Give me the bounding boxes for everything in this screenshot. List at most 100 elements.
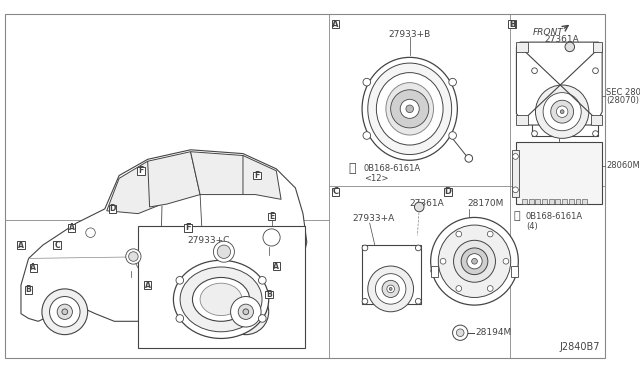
- Bar: [138, 226, 305, 348]
- Ellipse shape: [431, 261, 518, 280]
- Polygon shape: [191, 152, 255, 195]
- Text: B: B: [266, 290, 271, 299]
- Circle shape: [362, 298, 368, 304]
- Bar: [529, 199, 534, 204]
- Bar: [511, 266, 518, 278]
- Circle shape: [176, 276, 184, 284]
- Text: J2840B7: J2840B7: [560, 342, 600, 352]
- Bar: [542, 199, 547, 204]
- Text: 27933+A: 27933+A: [353, 214, 395, 222]
- Circle shape: [176, 315, 184, 322]
- Text: Ⓢ: Ⓢ: [513, 212, 520, 221]
- Circle shape: [217, 245, 230, 259]
- Circle shape: [513, 154, 518, 159]
- Text: A: A: [145, 280, 150, 289]
- Polygon shape: [107, 161, 162, 214]
- Circle shape: [456, 231, 461, 237]
- Text: D: D: [109, 204, 116, 214]
- Circle shape: [243, 309, 249, 315]
- Text: 27933: 27933: [536, 49, 565, 58]
- Text: F: F: [185, 224, 191, 232]
- Text: 27361A: 27361A: [410, 199, 444, 208]
- Circle shape: [461, 248, 488, 275]
- Circle shape: [532, 131, 538, 137]
- Circle shape: [415, 202, 424, 212]
- Ellipse shape: [173, 260, 269, 339]
- Bar: [265, 291, 273, 298]
- Bar: [332, 20, 339, 28]
- Circle shape: [263, 229, 280, 246]
- Circle shape: [363, 78, 371, 86]
- Circle shape: [126, 249, 141, 264]
- Ellipse shape: [200, 283, 242, 315]
- Circle shape: [431, 218, 518, 305]
- Circle shape: [363, 132, 371, 139]
- Polygon shape: [148, 152, 200, 207]
- Circle shape: [390, 90, 429, 128]
- Circle shape: [456, 286, 461, 291]
- Circle shape: [440, 259, 446, 264]
- Bar: [29, 264, 37, 272]
- Bar: [522, 199, 527, 204]
- Circle shape: [472, 259, 477, 264]
- Circle shape: [467, 254, 482, 269]
- Bar: [556, 199, 560, 204]
- Circle shape: [57, 304, 72, 320]
- Bar: [109, 205, 116, 213]
- Circle shape: [452, 325, 468, 340]
- Circle shape: [415, 245, 421, 251]
- Ellipse shape: [376, 73, 443, 145]
- Circle shape: [259, 276, 266, 284]
- Circle shape: [449, 132, 456, 139]
- Text: 0B168-6161A: 0B168-6161A: [364, 164, 421, 173]
- Circle shape: [565, 42, 575, 52]
- Circle shape: [129, 252, 138, 261]
- Circle shape: [362, 245, 368, 251]
- Bar: [25, 286, 33, 294]
- Polygon shape: [21, 150, 307, 321]
- Text: A: A: [68, 224, 74, 232]
- Bar: [268, 213, 275, 220]
- Circle shape: [456, 329, 464, 337]
- Bar: [137, 167, 145, 174]
- Circle shape: [551, 100, 573, 123]
- Text: 28060M: 28060M: [606, 161, 640, 170]
- Bar: [273, 262, 280, 270]
- Text: 27933+C: 27933+C: [188, 235, 230, 244]
- Circle shape: [465, 154, 472, 162]
- Circle shape: [449, 78, 456, 86]
- Bar: [431, 266, 438, 278]
- Bar: [532, 68, 598, 137]
- Bar: [68, 224, 76, 232]
- Circle shape: [62, 309, 68, 315]
- Circle shape: [230, 296, 261, 327]
- Bar: [516, 142, 602, 204]
- Text: 28194M: 28194M: [476, 328, 512, 337]
- Circle shape: [42, 289, 88, 335]
- Circle shape: [376, 274, 406, 304]
- Bar: [508, 20, 515, 28]
- Text: FRONT: FRONT: [532, 28, 563, 37]
- Bar: [144, 281, 152, 289]
- Bar: [593, 42, 602, 52]
- Polygon shape: [516, 42, 602, 125]
- Bar: [516, 42, 528, 52]
- Ellipse shape: [193, 278, 250, 321]
- Text: 27933+B: 27933+B: [388, 30, 431, 39]
- Text: A: A: [31, 263, 36, 272]
- Text: (28070): (28070): [606, 96, 639, 105]
- Bar: [562, 199, 567, 204]
- Circle shape: [238, 304, 253, 320]
- Text: C: C: [54, 241, 60, 250]
- Polygon shape: [243, 155, 281, 199]
- Bar: [591, 115, 602, 125]
- Ellipse shape: [386, 83, 433, 135]
- Text: 28170M: 28170M: [467, 199, 503, 208]
- Bar: [509, 20, 516, 28]
- Bar: [17, 241, 25, 249]
- Circle shape: [223, 289, 269, 335]
- Circle shape: [415, 298, 421, 304]
- Text: A: A: [332, 19, 339, 29]
- Bar: [516, 115, 528, 125]
- Ellipse shape: [362, 57, 458, 160]
